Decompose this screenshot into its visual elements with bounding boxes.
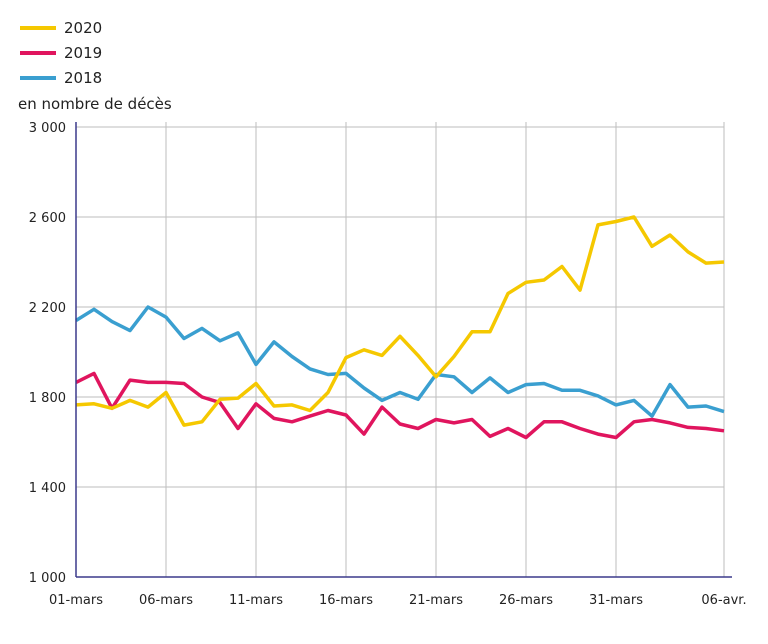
y-tick-label: 1 400 bbox=[29, 481, 66, 496]
x-tick-label: 31-mars bbox=[589, 593, 643, 608]
axes bbox=[75, 122, 732, 578]
x-tick-label: 01-mars bbox=[49, 593, 103, 608]
grid bbox=[76, 122, 725, 577]
y-axis-label: en nombre de décès bbox=[18, 95, 172, 113]
series-line-2018 bbox=[75, 305, 725, 418]
tick-labels: 1 000 1 400 1 800 2 200 2 600 3 000 01-mars 06-… bbox=[29, 121, 747, 608]
x-tick-label: 21-mars bbox=[409, 593, 463, 608]
x-tick-label: 06-mars bbox=[139, 593, 193, 608]
y-tick-label: 2 200 bbox=[29, 301, 66, 316]
legend-item: 2020 bbox=[20, 19, 102, 37]
y-tick-label: 1 800 bbox=[29, 391, 66, 406]
legend-label: 2018 bbox=[64, 69, 102, 87]
y-tick-label: 3 000 bbox=[29, 121, 66, 136]
series-line-2019 bbox=[75, 371, 725, 440]
x-tick-label: 16-mars bbox=[319, 593, 373, 608]
y-tick-label: 1 000 bbox=[29, 571, 66, 586]
y-tick-label: 2 600 bbox=[29, 211, 66, 226]
x-tick-label: 06-avr. bbox=[701, 593, 746, 608]
series-lines bbox=[75, 215, 725, 440]
legend-label: 2019 bbox=[64, 44, 102, 62]
legend-label: 2020 bbox=[64, 19, 102, 37]
series-line-2020 bbox=[75, 215, 725, 427]
legend-item: 2019 bbox=[20, 44, 102, 62]
legend-item: 2018 bbox=[20, 69, 102, 87]
legend: 2020 2019 2018 bbox=[20, 19, 102, 87]
x-tick-label: 26-mars bbox=[499, 593, 553, 608]
x-tick-label: 11-mars bbox=[229, 593, 283, 608]
